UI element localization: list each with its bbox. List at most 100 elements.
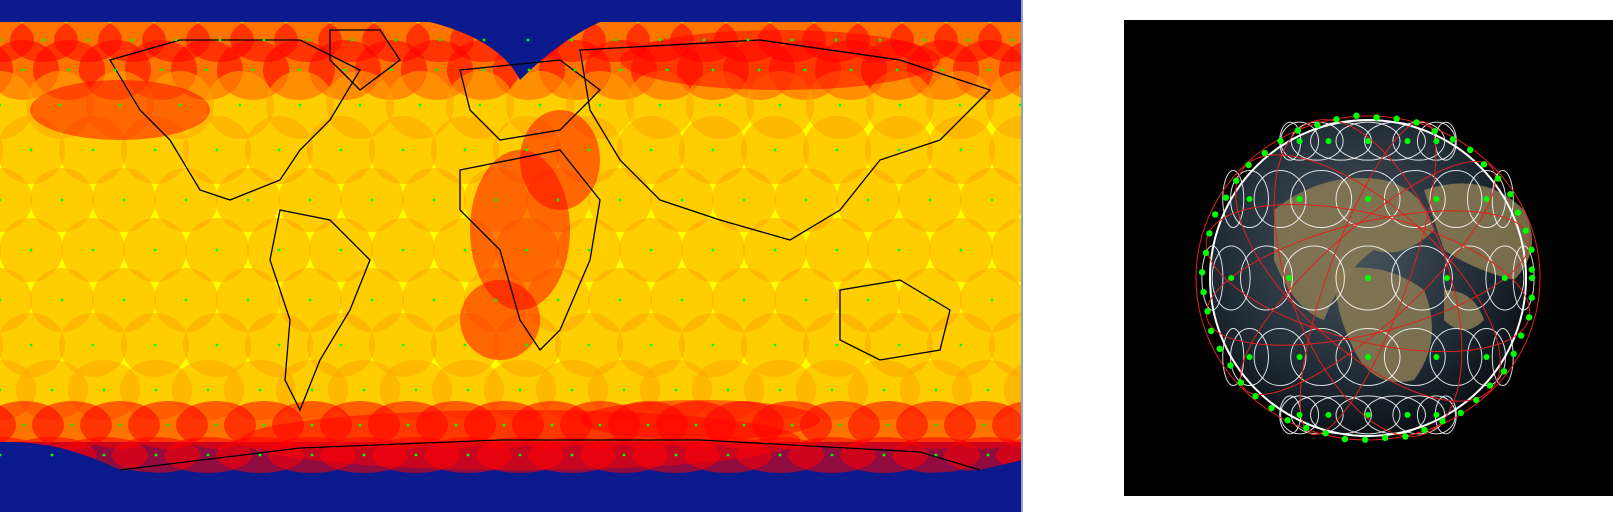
satellite-icon — [246, 198, 250, 202]
satellite-icon — [1325, 138, 1332, 145]
satellite-icon — [1402, 433, 1409, 440]
satellite-icon — [1439, 418, 1446, 425]
coverage-overlap — [520, 110, 600, 210]
satellite-icon — [50, 388, 54, 392]
satellite-icon — [834, 38, 838, 42]
satellite-icon — [1494, 175, 1502, 182]
satellite-icon — [1325, 411, 1332, 418]
satellite-icon — [1500, 368, 1508, 375]
satellite-icon — [60, 298, 64, 302]
continent-outline — [459, 59, 601, 141]
satellite-icon — [790, 38, 794, 42]
satellite-icon — [1525, 314, 1533, 321]
orbit-line — [1299, 120, 1437, 436]
orbit-line — [1235, 154, 1501, 402]
satellite-icon — [711, 343, 715, 347]
satellite-icon — [835, 343, 839, 347]
satellite-icon — [1393, 115, 1400, 122]
satellite-icon — [986, 388, 990, 392]
satellite-icon — [1010, 38, 1014, 42]
satellite-icon — [702, 38, 706, 42]
satellite-icon — [525, 343, 529, 347]
satellite-icon — [658, 103, 662, 107]
satellite-icon — [897, 248, 901, 252]
satellite-icon — [102, 388, 106, 392]
coverage-map[interactable] — [0, 0, 1022, 512]
satellite-icon — [42, 38, 46, 42]
satellite-icon — [277, 248, 281, 252]
globe-footprint — [1335, 121, 1401, 161]
satellite-icon — [1514, 209, 1522, 216]
satellite-icon — [1365, 138, 1371, 145]
satellite-icon — [1365, 275, 1371, 281]
coverage-overlap — [30, 80, 210, 140]
satellite-icon — [0, 298, 2, 302]
satellite-icon — [1517, 332, 1525, 339]
satellite-icon — [298, 103, 302, 107]
coverage-footprint — [0, 168, 32, 232]
satellite-icon — [184, 198, 188, 202]
globe-footprint — [1240, 245, 1293, 311]
satellite-icon — [982, 423, 986, 427]
satellite-icon — [206, 388, 210, 392]
globe-footprint — [1485, 245, 1525, 311]
satellite-icon — [1237, 379, 1245, 386]
satellite-icon — [1202, 249, 1210, 257]
satellite-icon — [118, 103, 122, 107]
satellite-icon — [215, 248, 219, 252]
satellite-icon — [618, 198, 622, 202]
satellite-icon — [1433, 196, 1440, 202]
satellite-icon — [1483, 354, 1490, 360]
satellite-icon — [598, 423, 602, 427]
satellite-icon — [206, 453, 210, 457]
satellite-icon — [1277, 137, 1284, 145]
satellite-icon — [463, 248, 467, 252]
coverage-footprint — [992, 401, 1022, 449]
globe-footprint — [1290, 169, 1353, 229]
continent-outline — [109, 39, 361, 201]
satellite-icon — [1404, 138, 1411, 145]
satellite-icon — [680, 198, 684, 202]
satellite-icon — [718, 103, 722, 107]
satellite-icon — [463, 343, 467, 347]
satellite-icon — [835, 248, 839, 252]
satellite-icon — [882, 388, 886, 392]
satellite-icon — [835, 148, 839, 152]
satellite-icon — [406, 423, 410, 427]
satellite-icon — [990, 298, 994, 302]
globe-footprint — [1335, 395, 1401, 435]
satellite-icon — [277, 343, 281, 347]
globe-view[interactable] — [1124, 20, 1613, 496]
satellite-icon — [556, 198, 560, 202]
satellite-icon — [308, 298, 312, 302]
satellite-icon — [414, 453, 418, 457]
satellite-icon — [1431, 127, 1438, 135]
satellite-icon — [1296, 354, 1303, 360]
satellite-icon — [959, 343, 963, 347]
globe-footprint — [1222, 169, 1245, 229]
satellite-icon — [987, 68, 991, 72]
satellite-icon — [1286, 275, 1292, 281]
satellite-icon — [70, 423, 74, 427]
coverage-overlap — [620, 30, 940, 90]
satellite-icon — [1211, 211, 1219, 218]
satellite-icon — [1268, 404, 1275, 412]
satellite-icon — [246, 298, 250, 302]
satellite-icon — [1361, 436, 1369, 443]
satellite-icon — [934, 453, 938, 457]
satellite-icon — [1528, 246, 1535, 253]
globe-footprint — [1335, 245, 1401, 311]
satellite-icon — [778, 388, 782, 392]
satellite-icon — [29, 148, 33, 152]
satellite-icon — [1204, 308, 1211, 315]
polar-gap-north — [0, 0, 1022, 80]
satellite-icon — [215, 148, 219, 152]
satellite-icon — [350, 38, 354, 42]
globe-footprint — [1416, 395, 1456, 435]
satellite-icon — [958, 103, 962, 107]
satellite-icon — [726, 388, 730, 392]
satellite-icon — [418, 103, 422, 107]
satellite-icon — [238, 103, 242, 107]
satellite-icon — [619, 68, 623, 72]
satellite-icon — [394, 38, 398, 42]
